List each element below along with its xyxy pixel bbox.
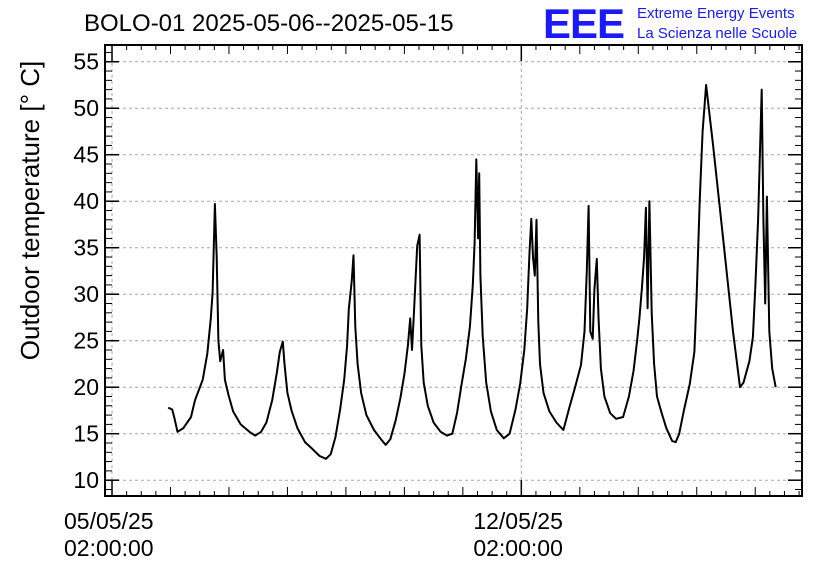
- y-tick-label: 20: [73, 374, 99, 400]
- plot-frame: [104, 44, 803, 497]
- grid-lines: [105, 45, 802, 496]
- x-tick-time-2: 02:00:00: [473, 535, 563, 561]
- y-tick-label: 50: [73, 95, 99, 121]
- temperature-series-line: [167, 84, 777, 460]
- chart-title: BOLO-01 2025-05-06--2025-05-15: [84, 10, 454, 37]
- y-tick-label: 25: [73, 328, 99, 354]
- y-tick-labels: 10 15 20 25 30 35 40 45 50 55: [73, 49, 99, 493]
- logo-subtitle-line1: Extreme Energy Events: [637, 5, 795, 22]
- y-tick-label: 10: [73, 467, 99, 493]
- y-tick-label: 55: [73, 49, 99, 75]
- eee-logo-mark: EEE: [543, 0, 625, 47]
- y-tick-label: 15: [73, 421, 99, 447]
- x-tick-label-1: 05/05/25 02:00:00: [64, 508, 154, 562]
- x-tick-time-1: 02:00:00: [64, 535, 154, 561]
- logo-subtitle-line2: La Scienza nelle Scuole: [637, 25, 798, 42]
- eee-logo: EEE Extreme Energy Events La Scienza nel…: [543, 2, 833, 46]
- x-tick-date-1: 05/05/25: [64, 508, 154, 534]
- y-tick-label: 30: [73, 281, 99, 307]
- y-tick-label: 40: [73, 188, 99, 214]
- y-axis-label: Outdoor temperature [° C]: [14, 60, 45, 360]
- x-tick-date-2: 12/05/25: [473, 508, 563, 534]
- y-tick-label: 45: [73, 142, 99, 168]
- y-tick-label: 35: [73, 235, 99, 261]
- x-tick-label-2: 12/05/25 02:00:00: [473, 508, 563, 562]
